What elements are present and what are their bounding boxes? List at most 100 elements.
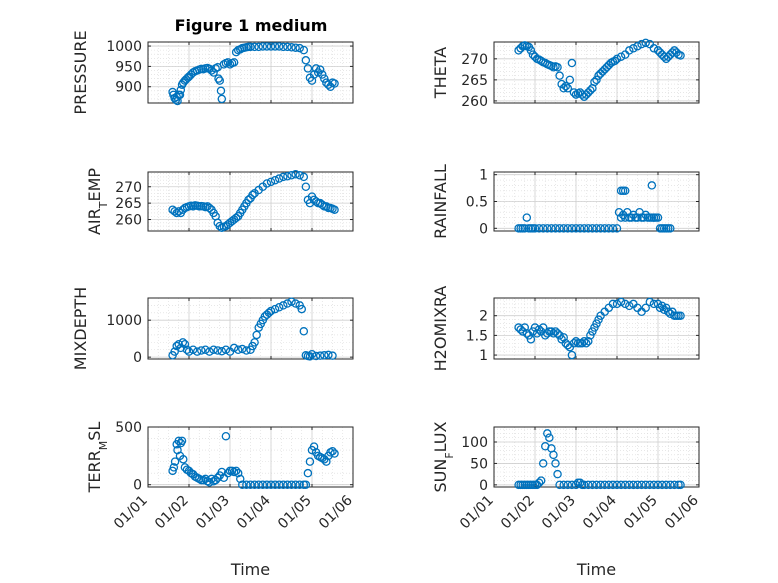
axes-5: 0 1000 MIXDEPTH [71, 287, 354, 370]
data-point [647, 181, 657, 190]
axes-box [147, 171, 354, 232]
y-tick-label: 900 [115, 80, 142, 96]
data-point [596, 480, 605, 490]
data-point [579, 224, 589, 233]
data-point [557, 79, 566, 89]
data-point [320, 74, 329, 83]
data-point [295, 43, 304, 53]
data-point [266, 177, 276, 187]
data-point [174, 436, 183, 446]
data-point [295, 171, 304, 180]
data-point [657, 480, 667, 490]
data-point [301, 56, 311, 65]
data-point [538, 224, 548, 233]
y-tick-label: 260 [461, 94, 488, 110]
data-point [592, 75, 601, 85]
data-point [575, 224, 585, 233]
data-point [283, 42, 292, 52]
data-point [303, 64, 313, 73]
data-point [612, 480, 622, 490]
y-axis-label: AIRTEMP [85, 168, 110, 235]
data-point [565, 75, 575, 85]
x-axis-label: Time [576, 560, 616, 579]
data-point [610, 56, 620, 66]
data-point [305, 352, 315, 361]
data-point [588, 480, 597, 490]
data-point [567, 350, 577, 360]
data-point [246, 480, 255, 489]
data-point [287, 297, 296, 306]
data-point [311, 351, 321, 361]
data-point [604, 224, 614, 233]
data-point [324, 80, 333, 89]
y-tick-label: 100 [461, 435, 488, 451]
y-tick-label: 260 [115, 213, 142, 229]
data-point [600, 480, 609, 490]
data-point [283, 299, 292, 308]
y-tick-label: 0 [133, 350, 142, 366]
data-point [233, 468, 243, 478]
y-axis-label: THETA [431, 47, 450, 99]
data-point [246, 42, 255, 52]
data-point [252, 330, 261, 340]
data-point [176, 85, 186, 95]
data-point [633, 213, 642, 222]
data-point [553, 62, 562, 72]
data-point [330, 79, 339, 88]
data-point [526, 46, 536, 55]
data-point [588, 224, 597, 233]
x-tick-label: 01/01 [111, 493, 151, 533]
data-point [262, 179, 272, 188]
data-point [584, 480, 593, 490]
data-point [254, 480, 263, 489]
data-point [209, 345, 218, 355]
data-point [534, 478, 544, 487]
data-point [563, 84, 573, 93]
data-point [303, 468, 313, 478]
data-point [287, 171, 296, 180]
data-point [287, 480, 296, 489]
data-point [242, 346, 251, 355]
data-point [620, 480, 630, 490]
y-tick-label: 1000 [106, 39, 142, 55]
data-point [169, 463, 179, 472]
x-tick-label: 01/04 [580, 492, 620, 532]
data-point [328, 351, 337, 360]
data-point [197, 346, 206, 355]
y-tick-label: 1000 [106, 313, 142, 329]
data-point [575, 478, 585, 487]
y-tick-label: 265 [461, 73, 488, 89]
data-point [637, 39, 646, 49]
figure-title: Figure 1 medium [175, 16, 328, 35]
y-axis-label: PRESSURE [71, 30, 90, 114]
data-point [563, 224, 573, 233]
data-point [216, 86, 226, 96]
data-point [214, 74, 223, 83]
data-point [270, 42, 280, 51]
data-point [530, 224, 540, 233]
data-point [516, 325, 525, 334]
x-tick-label: 01/04 [234, 492, 274, 532]
data-point [301, 182, 311, 191]
x-tick-label: 01/06 [662, 492, 702, 532]
data-point [620, 213, 630, 222]
y-tick-label: 500 [115, 420, 142, 436]
data-point [266, 480, 276, 489]
data-point [571, 90, 581, 99]
data-point [223, 58, 233, 67]
data-point [676, 51, 685, 60]
data-point [538, 459, 548, 468]
data-point [201, 345, 210, 355]
data-point [559, 84, 568, 93]
data-point [217, 346, 227, 356]
data-point [645, 297, 655, 307]
data-point [555, 71, 564, 80]
data-point [215, 221, 224, 231]
y-tick-label: 270 [115, 180, 142, 196]
y-tick-label: 1 [479, 168, 488, 184]
data-point [579, 337, 589, 346]
data-point [569, 88, 579, 97]
data-point [279, 42, 288, 52]
data-point [600, 224, 609, 233]
data-point [666, 480, 675, 490]
